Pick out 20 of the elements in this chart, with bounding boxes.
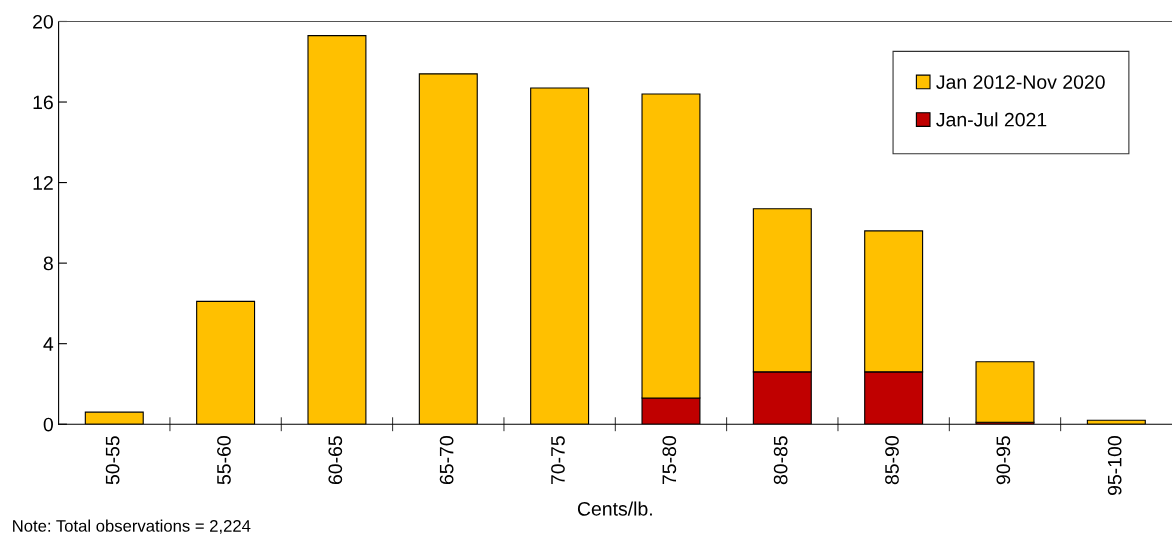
x-tick-label: 60-65 [328, 436, 343, 485]
y-tick-label: 4 [43, 337, 54, 351]
x-tick-label: 65-70 [439, 436, 454, 485]
y-tick-label: 12 [33, 176, 53, 190]
x-tick-label: 75-80 [662, 436, 677, 485]
x-tick-label: 90-95 [996, 436, 1011, 485]
y-tick-label: 0 [43, 417, 53, 432]
y-tick-label: 8 [43, 256, 53, 271]
legend-label: Jan-Jul 2021 [936, 112, 1047, 127]
x-tick-label: 50-55 [105, 436, 120, 485]
x-tick-label: 95-100 [1107, 436, 1122, 495]
legend-label: Jan 2012-Nov 2020 [936, 75, 1105, 89]
y-tick-label: 16 [33, 95, 53, 110]
x-axis-title: Cents/lb. [577, 501, 652, 516]
x-tick-label: 85-90 [885, 436, 899, 485]
y-tick-label: 20 [33, 14, 53, 29]
text: Note: Total observations = 2,224 [13, 519, 251, 534]
x-tick-label: 70-75 [551, 436, 565, 485]
x-tick-label: 55-60 [217, 436, 231, 485]
x-tick-label: 80-85 [773, 436, 788, 485]
